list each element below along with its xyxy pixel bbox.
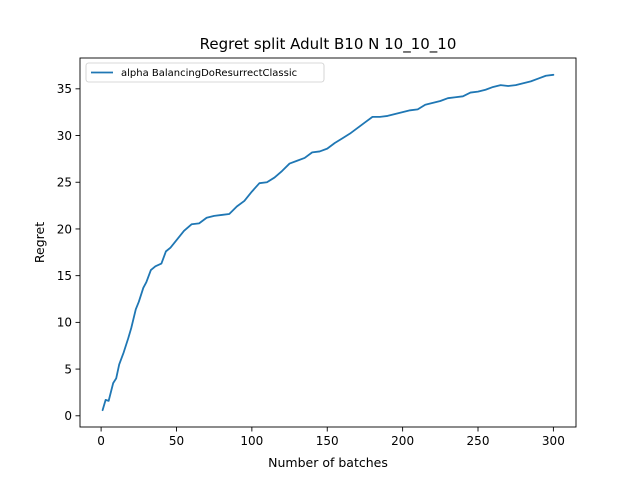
legend: alpha BalancingDoResurrectClassic (85, 62, 325, 83)
x-tick-label: 50 (169, 434, 184, 448)
x-axis-label: Number of batches (268, 455, 388, 470)
y-tick-label: 20 (57, 222, 72, 236)
series-line (101, 73, 555, 412)
legend-box (85, 62, 325, 83)
x-tick-label: 300 (542, 434, 565, 448)
y-tick-label: 15 (57, 269, 72, 283)
x-tick-label: 150 (316, 434, 339, 448)
y-axis-label: Regret (32, 222, 47, 263)
chart-title: Regret split Adult B10 N 10_10_10 (200, 35, 457, 54)
y-tick-label: 10 (57, 316, 72, 330)
legend-label: alpha BalancingDoResurrectClassic (121, 68, 297, 79)
y-axis: 0 5 10 15 20 25 30 35 (57, 82, 80, 423)
y-tick-label: 0 (64, 409, 72, 423)
axes-frame (79, 57, 577, 428)
y-tick-label: 25 (57, 176, 72, 190)
x-axis: 0 50 100 150 200 250 300 (97, 427, 565, 448)
x-tick-label: 200 (391, 434, 414, 448)
x-tick-label: 0 (97, 434, 105, 448)
x-tick-label: 250 (467, 434, 490, 448)
y-tick-label: 30 (57, 129, 72, 143)
y-tick-label: 5 (64, 362, 72, 376)
x-tick-label: 100 (240, 434, 263, 448)
y-tick-label: 35 (57, 82, 72, 96)
plot-area (79, 57, 577, 428)
